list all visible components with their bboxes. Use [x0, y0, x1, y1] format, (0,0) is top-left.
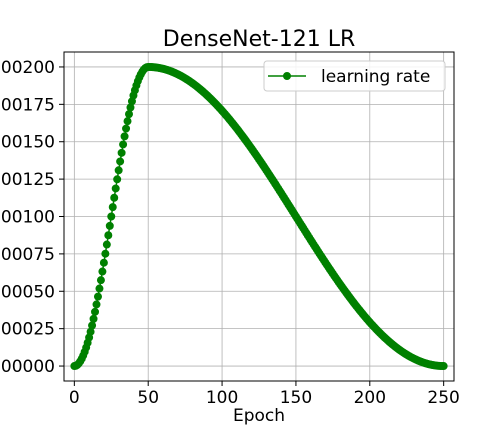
data-point — [124, 118, 131, 125]
data-point — [118, 149, 125, 156]
y-tick-label: 0.00200 — [0, 58, 55, 78]
x-tick-label: 100 — [206, 388, 238, 408]
data-point — [100, 259, 107, 266]
y-tick-label: 0.00175 — [0, 95, 55, 115]
y-tick-label: 0.00050 — [0, 282, 55, 302]
data-point — [89, 322, 96, 329]
data-point — [97, 277, 104, 284]
x-tick-label: 250 — [427, 388, 459, 408]
data-point — [96, 285, 103, 292]
data-point — [102, 250, 109, 257]
data-point — [105, 232, 112, 239]
data-point — [90, 315, 97, 322]
x-tick-label: 50 — [137, 388, 159, 408]
data-point — [120, 141, 127, 148]
x-tick-label: 200 — [354, 388, 386, 408]
data-point — [94, 293, 101, 300]
data-point — [111, 194, 118, 201]
chart-title: DenseNet-121 LR — [163, 27, 356, 52]
y-tick-label: 0.00025 — [0, 320, 55, 340]
x-axis-label: Epoch — [233, 406, 285, 426]
data-point — [112, 185, 119, 192]
data-point — [440, 363, 447, 370]
y-tick-label: 0.00075 — [0, 245, 55, 265]
data-point — [92, 308, 99, 315]
data-point — [114, 176, 121, 183]
data-point — [123, 125, 130, 132]
legend: learning rate — [264, 61, 445, 91]
y-tick-label: 0.00100 — [0, 208, 55, 228]
data-point — [126, 111, 133, 118]
y-tick-label: 0.00000 — [0, 357, 55, 377]
legend-marker-sample — [284, 73, 291, 80]
data-point — [115, 167, 122, 174]
data-point — [109, 204, 116, 211]
x-tick-label: 0 — [69, 388, 80, 408]
data-point — [99, 268, 106, 275]
data-point — [93, 301, 100, 308]
x-tick-label: 150 — [280, 388, 312, 408]
data-point — [103, 241, 110, 248]
data-point — [106, 222, 113, 229]
grid — [64, 52, 454, 381]
y-tick-label: 0.00125 — [0, 170, 55, 190]
y-tick-label: 0.00150 — [0, 133, 55, 153]
axis-ticks: 0 50 100 150 200 250 0.00000 0.00025 0.00050 0.00… — [0, 58, 460, 408]
data-point — [117, 158, 124, 165]
data-point — [121, 133, 128, 140]
legend-label: learning rate — [321, 67, 430, 87]
data-point — [108, 213, 115, 220]
